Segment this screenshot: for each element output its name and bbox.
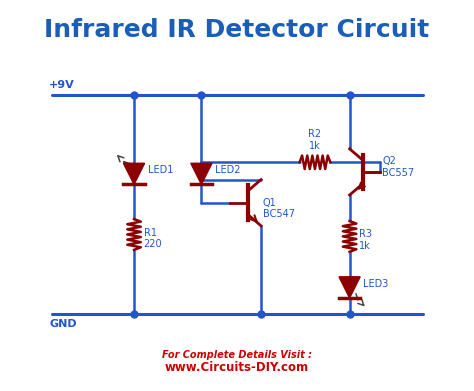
Text: R1
220: R1 220: [144, 228, 162, 249]
Text: Q1
BC547: Q1 BC547: [263, 198, 295, 219]
Polygon shape: [191, 163, 212, 185]
Text: +9V: +9V: [49, 80, 75, 90]
Text: LED1: LED1: [147, 165, 173, 175]
Text: For Complete Details Visit :: For Complete Details Visit :: [162, 350, 312, 360]
Text: www.Circuits-DIY.com: www.Circuits-DIY.com: [165, 361, 309, 374]
Text: R2
1k: R2 1k: [309, 129, 321, 151]
Text: Infrared IR Detector Circuit: Infrared IR Detector Circuit: [45, 18, 429, 41]
Polygon shape: [123, 163, 145, 185]
Text: R3
1k: R3 1k: [359, 230, 372, 251]
Text: LED2: LED2: [215, 165, 240, 175]
Text: GND: GND: [49, 319, 77, 329]
Text: LED3: LED3: [363, 278, 388, 289]
Text: Q2
BC557: Q2 BC557: [383, 156, 414, 178]
Polygon shape: [339, 277, 360, 298]
